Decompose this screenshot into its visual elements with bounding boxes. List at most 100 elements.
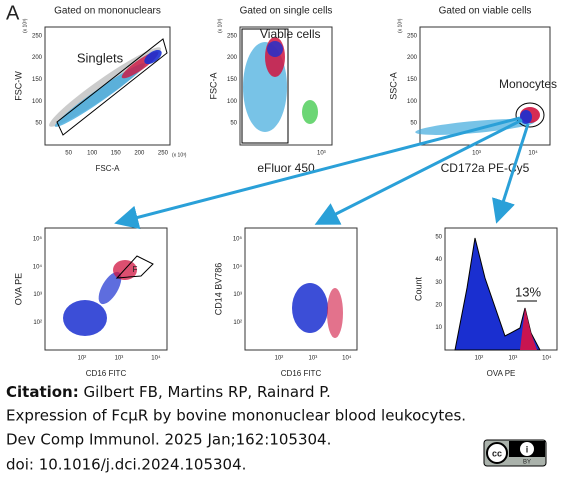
cell-cloud (302, 100, 318, 124)
x-tick-label: 250 (158, 151, 169, 157)
citation-journal: Dev Comp Immunol. 2025 Jan;162:105304. (6, 431, 331, 449)
x-tick-label: 50 (65, 151, 72, 157)
y-tick-label: 30 (435, 280, 442, 286)
cell-cloud (113, 260, 137, 280)
plot: CD16 FITC OVA PE F 10² 10³ 10⁴ 10² 10³ 10⁴ 10⁵ (13, 227, 168, 378)
y-tick-label: 50 (35, 121, 42, 127)
y-tick-label: 150 (407, 77, 418, 83)
cell-cloud (98, 271, 122, 305)
gate (115, 255, 154, 279)
gate (515, 102, 545, 128)
gate-label: Singlets (77, 50, 124, 65)
plot: OVA PE Count 13% 10² 10³ 10⁴ 10 20 30 40 50 (413, 227, 558, 378)
y-tick-label: 150 (32, 77, 43, 83)
badge-text: BY (523, 460, 531, 466)
plot-title: Gated on mononuclears (54, 6, 161, 17)
x-tick-label: 150 (111, 151, 122, 157)
x-tick-label: 10⁴ (342, 355, 352, 362)
cell-cloud (520, 110, 532, 124)
x-axis-label: OVA PE (487, 369, 516, 378)
x-tick-label: 10² (78, 356, 87, 362)
y-tick-label: 50 (410, 121, 417, 127)
y-tick-label: 250 (227, 33, 238, 39)
gate (241, 28, 289, 144)
y-tick-label: 10³ (233, 292, 242, 298)
x-axis-label: eFluor 450 (257, 161, 315, 175)
cell-cloud (144, 49, 162, 65)
arrows (114, 116, 530, 230)
x-tick-label: 100 (87, 151, 98, 157)
gate (56, 38, 168, 136)
gate-label: Monocytes (499, 77, 557, 91)
gate-label: F (133, 265, 138, 274)
x-axis-label: CD16 FITC (281, 369, 322, 378)
x-tick-label: 10³ (115, 356, 124, 362)
plot: Gated on mononuclears FSC-A FSC-W Singlets (… (13, 6, 186, 173)
histogram-gate (520, 308, 537, 350)
svg-text:i: i (526, 444, 529, 454)
y-tick-label: 40 (435, 257, 442, 263)
y-tick-label: 10⁴ (233, 263, 243, 270)
y-scale: (x 10³) (22, 18, 28, 33)
x-tick-label: 10³ (509, 356, 518, 362)
y-tick-label: 10⁵ (233, 236, 243, 243)
x-tick-label: 10³ (309, 356, 318, 362)
y-tick-label: 200 (227, 55, 238, 61)
plot: Gated on viable cells CD172a PE-Cy5 SSC-A M… (388, 6, 557, 176)
y-tick-label: 10³ (33, 292, 42, 298)
x-tick-label: 10² (275, 356, 284, 362)
cell-cloud (292, 283, 328, 333)
x-axis-label: CD172a PE-Cy5 (441, 161, 530, 175)
y-tick-label: 10⁴ (33, 263, 43, 270)
y-tick-label: 200 (32, 55, 43, 61)
citation-title: Expression of FcμR by bovine mononuclear… (6, 407, 466, 425)
y-tick-label: 20 (435, 302, 442, 308)
x-scale: (x 10³) (172, 152, 187, 158)
cell-cloud (327, 288, 343, 338)
y-tick-label: 250 (407, 33, 418, 39)
x-tick-label: 10² (475, 356, 484, 362)
y-tick-label: 50 (435, 235, 442, 241)
cell-cloud (267, 41, 283, 57)
x-tick-label: 10⁴ (542, 355, 552, 362)
y-tick-label: 10² (233, 320, 242, 326)
cell-cloud (63, 300, 107, 336)
citation-doi: doi: 10.1016/j.dci.2024.105304. (6, 456, 246, 474)
citation: Citation: Gilbert FB, Martins RP, Rainar… (6, 383, 331, 401)
plot-title: Gated on viable cells (439, 6, 532, 17)
svg-text:cc: cc (492, 448, 502, 458)
panel-label: A (6, 2, 20, 24)
y-axis-label: OVA PE (13, 273, 23, 305)
y-tick-label: 10⁵ (33, 236, 43, 243)
y-tick-label: 200 (407, 55, 418, 61)
y-scale: (x 10³) (217, 18, 223, 33)
y-tick-label: 100 (32, 99, 43, 105)
x-tick-label: 10³ (317, 151, 326, 157)
x-axis-label: FSC-A (96, 164, 121, 173)
y-axis-label: Count (413, 277, 423, 302)
gate-label: 13% (515, 284, 541, 299)
x-tick-label: 10⁴ (528, 150, 538, 157)
y-scale: (x 10³) (397, 18, 403, 33)
plot: Gated on single cells eFluor 450 FSC-A Viab… (208, 6, 333, 175)
plot: CD16 FITC CD14 BV786 10² 10³ 10⁴ 10² 10³ 10⁴ 10⁵ (213, 227, 358, 378)
histogram (454, 237, 541, 351)
gate-label: Viable cells (260, 27, 320, 41)
plot-title: Gated on single cells (240, 6, 333, 17)
y-tick-label: 50 (230, 121, 237, 127)
x-tick-label: 10³ (472, 151, 481, 157)
y-tick-label: 100 (227, 99, 238, 105)
x-axis-label: CD16 FITC (86, 369, 127, 378)
y-tick-label: 100 (407, 99, 418, 105)
x-tick-label: 200 (134, 151, 145, 157)
y-axis-label: FSC-W (13, 71, 23, 101)
y-tick-label: 10² (33, 320, 42, 326)
cell-cloud (54, 63, 146, 127)
y-tick-label: 10 (435, 325, 442, 331)
x-tick-label: 10⁴ (151, 355, 161, 362)
y-axis-label: FSC-A (208, 73, 218, 100)
y-axis-label: CD14 BV786 (213, 263, 223, 316)
y-tick-label: 150 (227, 77, 238, 83)
license-badge: cc i BY (483, 439, 547, 467)
